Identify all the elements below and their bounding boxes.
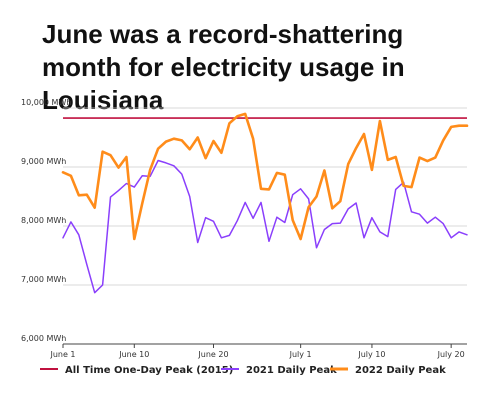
x-tick-label: July 20	[437, 350, 465, 359]
x-axis-ticks: June 1 June 10 June 20 July 1 July 10 July 20	[49, 344, 465, 359]
legend-label: 2021 Daily Peak	[246, 365, 337, 376]
series-2021-line	[62, 159, 468, 294]
series-2022-line	[61, 112, 469, 241]
y-tick-label: 9,000 MWh	[21, 157, 66, 166]
series-lines	[61, 112, 469, 294]
chart-title: June was a record-shattering month for e…	[42, 19, 405, 115]
x-tick-label: June 20	[197, 350, 228, 359]
x-tick-label: June 10	[118, 350, 149, 359]
y-axis-ticks: 6,000 MWh 7,000 MWh 8,000 MWh 9,000 MWh 10,0…	[21, 98, 71, 343]
y-tick-label: 6,000 MWh	[21, 334, 66, 343]
legend-item-2021: 2021 Daily Peak	[221, 365, 337, 376]
x-tick-label: July 10	[357, 350, 385, 359]
legend-item-all-time-peak: All Time One-Day Peak (2015)	[40, 365, 233, 376]
legend-label: All Time One-Day Peak (2015)	[65, 365, 233, 376]
gridlines	[63, 107, 467, 345]
x-tick-label: July 1	[289, 350, 312, 359]
x-tick-label: June 1	[49, 350, 75, 359]
y-tick-label: 10,000 MWh	[21, 98, 71, 107]
legend-item-2022: 2022 Daily Peak	[330, 365, 446, 376]
y-tick-label: 7,000 MWh	[21, 275, 66, 284]
y-tick-label: 8,000 MWh	[21, 216, 66, 225]
legend: All Time One-Day Peak (2015) 2021 Daily P…	[40, 365, 446, 376]
legend-label: 2022 Daily Peak	[355, 365, 446, 376]
